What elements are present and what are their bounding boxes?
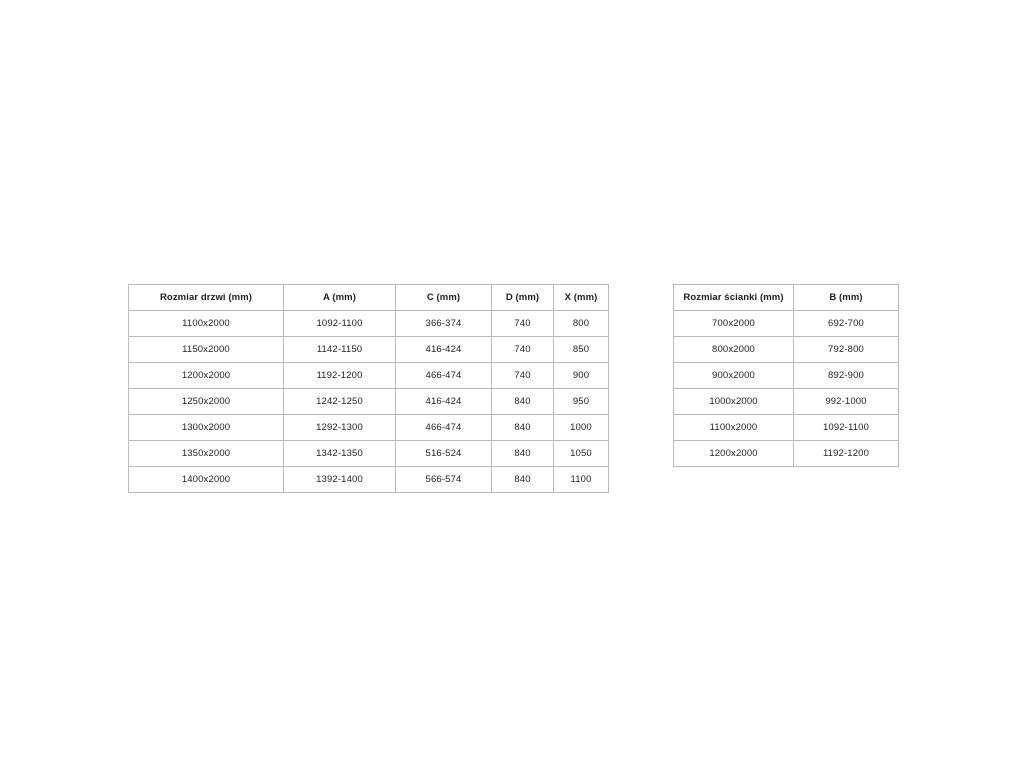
table-row: 800x2000 792-800	[673, 336, 899, 363]
table-row: 900x2000 892-900	[673, 362, 899, 389]
cell-a: 1192-1200	[283, 362, 396, 389]
cell-a: 1342-1350	[283, 440, 396, 467]
cell-a: 1142-1150	[283, 336, 396, 363]
cell-x: 950	[553, 388, 609, 415]
column-header-a: A (mm)	[283, 284, 396, 311]
cell-door-size: 1300x2000	[128, 414, 284, 441]
cell-x: 800	[553, 310, 609, 337]
column-header-b: B (mm)	[793, 284, 899, 311]
cell-c: 466-474	[395, 362, 492, 389]
cell-a: 1242-1250	[283, 388, 396, 415]
cell-x: 1000	[553, 414, 609, 441]
cell-a: 1392-1400	[283, 466, 396, 493]
cell-b: 1092-1100	[793, 414, 899, 441]
door-table-header: Rozmiar drzwi (mm) A (mm) C (mm) D (mm) …	[128, 284, 609, 311]
table-row: 1250x2000 1242-1250 416-424 840 950	[128, 388, 609, 415]
column-header-d: D (mm)	[491, 284, 554, 311]
table-row: 1300x2000 1292-1300 466-474 840 1000	[128, 414, 609, 441]
column-header-door-size: Rozmiar drzwi (mm)	[128, 284, 284, 311]
cell-c: 566-574	[395, 466, 492, 493]
cell-x: 1050	[553, 440, 609, 467]
cell-door-size: 1200x2000	[128, 362, 284, 389]
cell-a: 1092-1100	[283, 310, 396, 337]
cell-wall-size: 900x2000	[673, 362, 794, 389]
cell-b: 692-700	[793, 310, 899, 337]
table-row: 1100x2000 1092-1100	[673, 414, 899, 441]
cell-wall-size: 1100x2000	[673, 414, 794, 441]
wall-table-header: Rozmiar ścianki (mm) B (mm)	[673, 284, 899, 311]
cell-wall-size: 800x2000	[673, 336, 794, 363]
table-header-row: Rozmiar ścianki (mm) B (mm)	[673, 284, 899, 311]
table-row: 1400x2000 1392-1400 566-574 840 1100	[128, 466, 609, 493]
door-table-body: 1100x2000 1092-1100 366-374 740 800 1150…	[128, 310, 609, 493]
table-header-row: Rozmiar drzwi (mm) A (mm) C (mm) D (mm) …	[128, 284, 609, 311]
cell-door-size: 1150x2000	[128, 336, 284, 363]
cell-c: 366-374	[395, 310, 492, 337]
cell-x: 850	[553, 336, 609, 363]
cell-c: 416-424	[395, 388, 492, 415]
cell-b: 1192-1200	[793, 440, 899, 467]
cell-wall-size: 700x2000	[673, 310, 794, 337]
cell-b: 792-800	[793, 336, 899, 363]
cell-x: 900	[553, 362, 609, 389]
wall-dimensions-table: Rozmiar ścianki (mm) B (mm) 700x2000 692…	[673, 284, 899, 467]
cell-d: 840	[491, 466, 554, 493]
cell-d: 740	[491, 362, 554, 389]
cell-d: 840	[491, 414, 554, 441]
cell-d: 840	[491, 388, 554, 415]
cell-c: 416-424	[395, 336, 492, 363]
table-row: 700x2000 692-700	[673, 310, 899, 337]
cell-c: 516-524	[395, 440, 492, 467]
cell-door-size: 1100x2000	[128, 310, 284, 337]
cell-b: 992-1000	[793, 388, 899, 415]
cell-wall-size: 1000x2000	[673, 388, 794, 415]
table-row: 1100x2000 1092-1100 366-374 740 800	[128, 310, 609, 337]
cell-b: 892-900	[793, 362, 899, 389]
table-row: 1200x2000 1192-1200	[673, 440, 899, 467]
table-row: 1350x2000 1342-1350 516-524 840 1050	[128, 440, 609, 467]
door-dimensions-table: Rozmiar drzwi (mm) A (mm) C (mm) D (mm) …	[128, 284, 609, 493]
column-header-x: X (mm)	[553, 284, 609, 311]
column-header-wall-size: Rozmiar ścianki (mm)	[673, 284, 794, 311]
cell-c: 466-474	[395, 414, 492, 441]
column-header-c: C (mm)	[395, 284, 492, 311]
cell-a: 1292-1300	[283, 414, 396, 441]
cell-door-size: 1350x2000	[128, 440, 284, 467]
table-row: 1150x2000 1142-1150 416-424 740 850	[128, 336, 609, 363]
cell-x: 1100	[553, 466, 609, 493]
cell-wall-size: 1200x2000	[673, 440, 794, 467]
cell-d: 740	[491, 336, 554, 363]
cell-door-size: 1250x2000	[128, 388, 284, 415]
cell-door-size: 1400x2000	[128, 466, 284, 493]
table-row: 1200x2000 1192-1200 466-474 740 900	[128, 362, 609, 389]
cell-d: 840	[491, 440, 554, 467]
table-row: 1000x2000 992-1000	[673, 388, 899, 415]
wall-table-body: 700x2000 692-700 800x2000 792-800 900x20…	[673, 310, 899, 467]
cell-d: 740	[491, 310, 554, 337]
